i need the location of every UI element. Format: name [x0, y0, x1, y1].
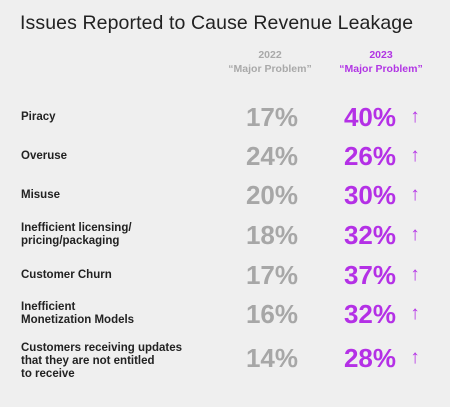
arrow-up-icon: ↑ [410, 224, 420, 245]
arrow-up-icon: ↑ [410, 145, 420, 166]
row-label: Customers receiving updates that they ar… [21, 341, 183, 380]
value-2023: 26% [343, 140, 397, 171]
column-header-2022-year: 2022 [258, 49, 282, 61]
table-row: Customers receiving updates that they ar… [0, 338, 450, 384]
table-row: Misuse 20% 30% ↑ [0, 175, 450, 215]
table-row: Overuse 24% 26% ↑ [0, 136, 450, 176]
value-2022: 14% [245, 342, 299, 373]
value-2023: 40% [343, 101, 397, 132]
value-2022: 18% [245, 219, 299, 250]
value-2022: 17% [245, 259, 299, 290]
arrow-up-icon: ↑ [410, 303, 420, 324]
column-header-2023-subtitle: “Major Problem” [339, 63, 423, 75]
arrow-up-icon: ↑ [410, 184, 420, 205]
column-header-2022: 2022 “Major Problem” [218, 48, 322, 76]
row-label: Piracy [21, 110, 56, 123]
arrow-up-icon: ↑ [410, 264, 420, 285]
value-2023: 32% [343, 219, 397, 250]
chart-title: Issues Reported to Cause Revenue Leakage [20, 12, 414, 34]
value-2023: 37% [343, 259, 397, 290]
arrow-up-icon: ↑ [410, 106, 420, 127]
row-label: Inefficient Monetization Models [21, 301, 135, 326]
column-header-2022-subtitle: “Major Problem” [228, 63, 312, 75]
column-header-2023: 2023 “Major Problem” [329, 48, 433, 76]
value-2022: 20% [245, 179, 299, 210]
column-header-2023-year: 2023 [369, 49, 393, 61]
value-2023: 30% [343, 179, 397, 210]
value-2023: 28% [343, 342, 397, 373]
value-2022: 16% [245, 298, 299, 329]
row-label: Inefficient licensing/ pricing/packaging [21, 222, 132, 247]
table-row: Customer Churn 17% 37% ↑ [0, 255, 450, 295]
value-2023: 32% [343, 298, 397, 329]
table-row: Inefficient Monetization Models 16% 32% … [0, 294, 450, 334]
row-label: Customer Churn [21, 268, 112, 281]
row-label: Misuse [21, 188, 60, 201]
value-2022: 17% [245, 101, 299, 132]
row-label: Overuse [21, 149, 68, 162]
table-row: Piracy 17% 40% ↑ [0, 97, 450, 137]
table-row: Inefficient licensing/ pricing/packaging… [0, 215, 450, 255]
arrow-up-icon: ↑ [410, 347, 420, 368]
value-2022: 24% [245, 140, 299, 171]
